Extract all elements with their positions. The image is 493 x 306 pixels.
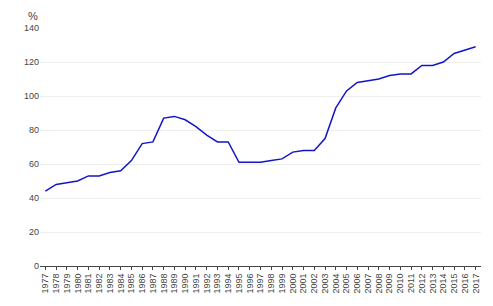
svg-text:60: 60 [29, 159, 39, 169]
svg-text:2000: 2000 [288, 274, 298, 294]
svg-text:20: 20 [29, 227, 39, 237]
svg-text:1991: 1991 [191, 274, 201, 294]
svg-text:2013: 2013 [428, 274, 438, 294]
svg-text:2008: 2008 [374, 274, 384, 294]
svg-text:1999: 1999 [277, 274, 287, 294]
svg-text:2006: 2006 [352, 274, 362, 294]
svg-text:100: 100 [24, 91, 39, 101]
svg-text:2002: 2002 [309, 274, 319, 294]
svg-text:2012: 2012 [417, 274, 427, 294]
svg-text:1982: 1982 [94, 274, 104, 294]
svg-text:2014: 2014 [438, 274, 448, 294]
svg-text:2016: 2016 [460, 274, 470, 294]
svg-text:2005: 2005 [341, 274, 351, 294]
svg-text:1990: 1990 [180, 274, 190, 294]
svg-text:140: 140 [24, 23, 39, 33]
svg-text:2011: 2011 [406, 274, 416, 293]
svg-text:1993: 1993 [212, 274, 222, 294]
svg-text:1985: 1985 [126, 274, 136, 294]
svg-text:80: 80 [29, 125, 39, 135]
svg-text:1986: 1986 [137, 274, 147, 294]
svg-text:1981: 1981 [83, 274, 93, 294]
svg-text:1996: 1996 [245, 274, 255, 294]
svg-text:2001: 2001 [298, 274, 308, 294]
svg-text:1980: 1980 [73, 274, 83, 294]
svg-text:2010: 2010 [395, 274, 405, 294]
svg-text:2009: 2009 [384, 274, 394, 294]
svg-text:%: % [28, 10, 38, 22]
svg-text:1997: 1997 [255, 274, 265, 294]
svg-text:1994: 1994 [223, 274, 233, 294]
svg-text:120: 120 [24, 57, 39, 67]
svg-text:40: 40 [29, 193, 39, 203]
svg-text:1987: 1987 [148, 274, 158, 294]
svg-text:1978: 1978 [51, 274, 61, 294]
svg-text:2004: 2004 [331, 274, 341, 294]
svg-text:1988: 1988 [159, 274, 169, 294]
svg-text:1979: 1979 [62, 274, 72, 294]
svg-text:2007: 2007 [363, 274, 373, 294]
svg-text:2015: 2015 [449, 274, 459, 294]
svg-text:1989: 1989 [169, 274, 179, 294]
svg-text:1995: 1995 [234, 274, 244, 294]
svg-text:1977: 1977 [40, 274, 50, 294]
svg-text:1984: 1984 [116, 274, 126, 294]
svg-text:1992: 1992 [202, 274, 212, 294]
svg-text:0: 0 [34, 261, 39, 271]
svg-text:1998: 1998 [266, 274, 276, 294]
svg-text:2003: 2003 [320, 274, 330, 294]
svg-text:1983: 1983 [105, 274, 115, 294]
svg-text:2017: 2017 [471, 274, 481, 294]
